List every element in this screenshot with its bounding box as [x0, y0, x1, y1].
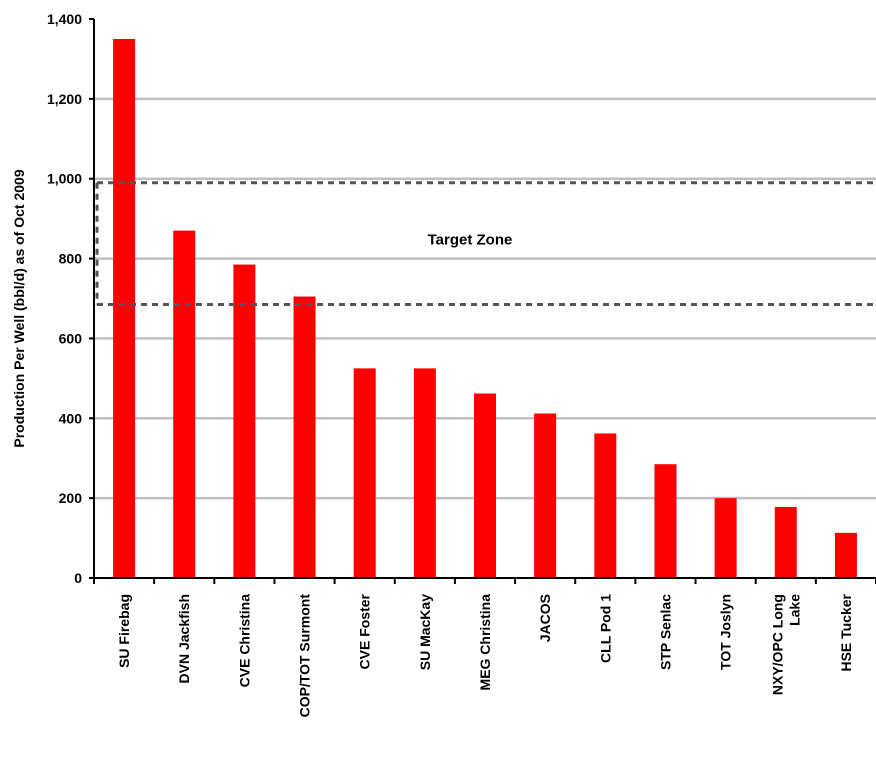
bar-5	[413, 368, 436, 578]
target-zone: Target Zone	[95, 181, 876, 306]
y-tick-label: 400	[59, 410, 83, 426]
y-tick-labels: 0 200 400 600 800 1,000 1,200 1,400	[47, 11, 82, 586]
axes	[89, 18, 876, 584]
category-label: NXY/OPC Long	[769, 594, 785, 695]
category-label: JACOS	[537, 594, 553, 642]
category-label-group: SU Firebag	[116, 594, 132, 668]
category-label: Lake	[786, 594, 802, 626]
category-label: STP Senlac	[657, 594, 673, 670]
y-tick-label: 200	[59, 490, 83, 506]
category-label-group: MEG Christina	[477, 594, 493, 691]
bar-0	[113, 38, 136, 578]
category-label-group: DVN Jackfish	[176, 594, 192, 683]
y-tick-label: 0	[74, 570, 82, 586]
bar-3	[293, 296, 316, 578]
category-label-group: JACOS	[537, 594, 553, 642]
bar-4	[353, 368, 376, 578]
category-label: CLL Pod 1	[597, 594, 613, 663]
bar-9	[654, 464, 677, 578]
gridlines	[94, 97, 876, 500]
bar-10	[714, 498, 737, 578]
y-tick-label: 1,000	[47, 171, 82, 187]
target-zone-label: Target Zone	[428, 232, 513, 249]
category-label-group: STP Senlac	[657, 594, 673, 670]
category-label: TOT Joslyn	[718, 594, 734, 670]
category-label-group: CVE Christina	[236, 594, 252, 688]
category-label-group: CLL Pod 1	[597, 594, 613, 663]
y-tick-label: 1,400	[47, 11, 82, 27]
y-tick-label: 1,200	[47, 91, 82, 107]
category-label-group: NXY/OPC Long Lake	[769, 594, 802, 695]
bar-11	[774, 506, 797, 578]
category-label: SU Firebag	[116, 594, 132, 668]
category-label: CVE Christina	[236, 594, 252, 688]
y-tick-label: 600	[59, 330, 83, 346]
category-label: DVN Jackfish	[176, 594, 192, 683]
category-label: MEG Christina	[477, 594, 493, 691]
category-label-group: TOT Joslyn	[718, 594, 734, 670]
category-label-group: CVE Foster	[357, 593, 373, 669]
category-label: HSE Tucker	[838, 593, 854, 671]
bar-6	[474, 393, 496, 578]
category-label-group: HSE Tucker	[838, 593, 854, 671]
y-axis-label: Production Per Well (bbl/d) as of Oct 20…	[11, 169, 27, 447]
bar-8	[594, 433, 617, 578]
bar-12	[834, 532, 857, 578]
bar-1	[173, 230, 196, 578]
bar-7	[534, 413, 557, 578]
category-label: SU MacKay	[417, 594, 433, 670]
category-label-group: SU MacKay	[417, 594, 433, 670]
category-label-group: COP/TOT Surmont	[297, 594, 313, 718]
category-label: CVE Foster	[357, 593, 373, 669]
bar-2	[233, 264, 256, 578]
bars	[113, 38, 857, 578]
category-label: COP/TOT Surmont	[297, 594, 313, 718]
y-tick-label: 800	[59, 251, 83, 267]
x-category-labels: SU Firebag DVN Jackfish CVE Christina COP/T…	[116, 593, 854, 717]
